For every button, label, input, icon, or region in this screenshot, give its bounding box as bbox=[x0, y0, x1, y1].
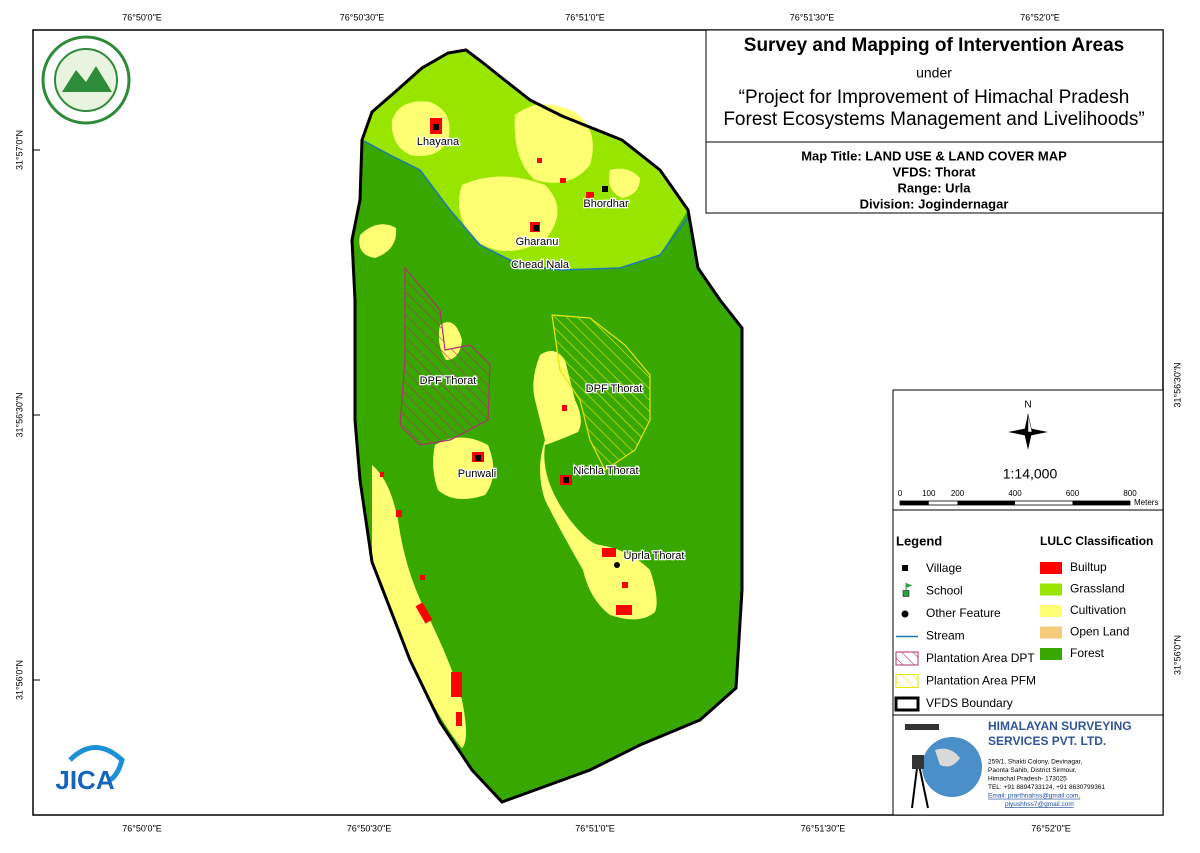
lulc-label: Grassland bbox=[1070, 582, 1125, 596]
lulc-title: LULC Classification bbox=[1040, 534, 1153, 548]
coord-label: 76°50'30"E bbox=[347, 823, 392, 833]
coord-label: 76°50'30"E bbox=[340, 12, 385, 22]
lulc-swatch bbox=[1040, 648, 1062, 660]
coord-label: 76°50'0"E bbox=[122, 823, 162, 833]
legend-label: Other Feature bbox=[926, 606, 1001, 620]
legend-box bbox=[892, 509, 1164, 716]
north-arrow bbox=[1008, 413, 1048, 450]
coord-label: 31°56'30"N bbox=[1172, 362, 1182, 407]
scale-unit: Meters bbox=[1134, 498, 1158, 507]
map-info: Map Title: LAND USE & LAND COVER MAP bbox=[801, 148, 1067, 163]
scale-label: 100 bbox=[922, 489, 936, 498]
lulc-label: Builtup bbox=[1070, 560, 1107, 574]
title-box bbox=[705, 29, 1164, 143]
coord-label: 76°52'0"E bbox=[1031, 823, 1071, 833]
legend-label: Village bbox=[926, 561, 962, 575]
emblem bbox=[41, 35, 131, 125]
subtitle: under bbox=[916, 65, 952, 81]
vfds-boundary bbox=[350, 48, 744, 804]
scale-segment bbox=[1072, 501, 1130, 505]
scale-segment bbox=[900, 501, 929, 505]
company-name: SERVICES PVT. LTD. bbox=[988, 734, 1106, 748]
scale-label: 800 bbox=[1123, 489, 1137, 498]
jica-logo: JICA bbox=[55, 745, 125, 795]
project-line: Forest Ecosystems Management and Livelih… bbox=[723, 109, 1144, 130]
info-box bbox=[705, 141, 1164, 214]
scale-label: 0 bbox=[898, 489, 903, 498]
place-label: Lhayana bbox=[417, 136, 460, 148]
company-address: TEL: +91 8894733124, +91 8630799361 bbox=[988, 784, 1105, 791]
legend-symbol bbox=[905, 582, 913, 591]
company-address: Paonta Sahib, District Sirmour, bbox=[988, 767, 1077, 774]
coord-label: 76°51'30"E bbox=[801, 823, 846, 833]
map-info: Division: Jogindernagar bbox=[860, 196, 1009, 211]
place-label: Bhordhar bbox=[583, 198, 629, 210]
company-address: 259/1, Shakti Colony, Devinagar, bbox=[988, 759, 1082, 766]
company-name: HIMALAYAN SURVEYING bbox=[988, 719, 1132, 733]
title: Survey and Mapping of Intervention Areas bbox=[744, 35, 1124, 56]
legend-label: VFDS Boundary bbox=[926, 696, 1013, 710]
cultivation-areas bbox=[359, 101, 657, 748]
company-address: Email: prarthnahss@gmail.com, bbox=[988, 793, 1080, 800]
map-body bbox=[350, 48, 744, 804]
company-logo bbox=[905, 724, 982, 809]
logo-text: JICA bbox=[55, 765, 114, 795]
company-address: Himachal Pradesh- 173025 bbox=[988, 776, 1067, 783]
stream bbox=[361, 139, 691, 271]
lulc-swatch bbox=[1040, 626, 1062, 639]
scale-segment bbox=[957, 501, 1015, 505]
lulc-swatch bbox=[1040, 583, 1062, 596]
place-label: DPF Thorat bbox=[420, 375, 477, 387]
plantation-dpt bbox=[399, 266, 491, 446]
legend-symbol bbox=[902, 590, 910, 597]
coord-label: 31°57'0"N bbox=[14, 130, 24, 170]
place-label: DPF Thorat bbox=[586, 383, 643, 395]
scale-label: 200 bbox=[951, 489, 965, 498]
north-label: N bbox=[1024, 400, 1031, 411]
legend-label: Plantation Area DPT bbox=[926, 651, 1035, 665]
place-label: Uprla Thorat bbox=[624, 550, 685, 562]
legend-title: Legend bbox=[896, 533, 942, 548]
coord-label: 76°51'0"E bbox=[565, 12, 605, 22]
project-line: “Project for Improvement of Himachal Pra… bbox=[739, 87, 1130, 108]
legend-symbol bbox=[894, 696, 920, 712]
legend-symbol bbox=[895, 651, 919, 666]
coord-label: 76°50'0"E bbox=[122, 12, 162, 22]
legend-label: Stream bbox=[926, 629, 965, 643]
legend-symbol bbox=[901, 610, 909, 618]
place-label: Gharanu bbox=[516, 236, 559, 248]
legend-label: Plantation Area PFM bbox=[926, 674, 1036, 688]
map-info: VFDS: Thorat bbox=[892, 164, 976, 179]
coord-label: 76°51'0"E bbox=[575, 823, 615, 833]
villages bbox=[433, 124, 620, 568]
place-label: Punwali bbox=[458, 468, 497, 480]
legend-symbol bbox=[895, 674, 919, 688]
coord-label: 31°56'0"N bbox=[14, 660, 24, 700]
coord-label: 76°52'0"E bbox=[1020, 12, 1060, 22]
scale-label: 400 bbox=[1008, 489, 1022, 498]
coord-label: 76°51'30"E bbox=[790, 12, 835, 22]
legend-label: School bbox=[926, 584, 963, 598]
lulc-label: Forest bbox=[1070, 646, 1105, 660]
plantation-pfm bbox=[551, 314, 651, 471]
coord-label: 31°56'30"N bbox=[14, 392, 24, 437]
place-label: Chead Nala bbox=[511, 259, 570, 271]
coord-label: 31°56'0"N bbox=[1172, 635, 1182, 675]
scale-label: 600 bbox=[1066, 489, 1080, 498]
scale-text: 1:14,000 bbox=[1003, 466, 1058, 482]
lulc-swatch bbox=[1040, 605, 1062, 617]
legend-symbol bbox=[902, 565, 908, 571]
map-info: Range: Urla bbox=[898, 180, 972, 195]
company-address: piyushhss7@gmail.com bbox=[1005, 801, 1074, 808]
lulc-label: Cultivation bbox=[1070, 603, 1126, 617]
lulc-label: Open Land bbox=[1070, 625, 1129, 639]
place-label: Nichla Thorat bbox=[573, 465, 638, 477]
lulc-swatch bbox=[1040, 562, 1062, 574]
